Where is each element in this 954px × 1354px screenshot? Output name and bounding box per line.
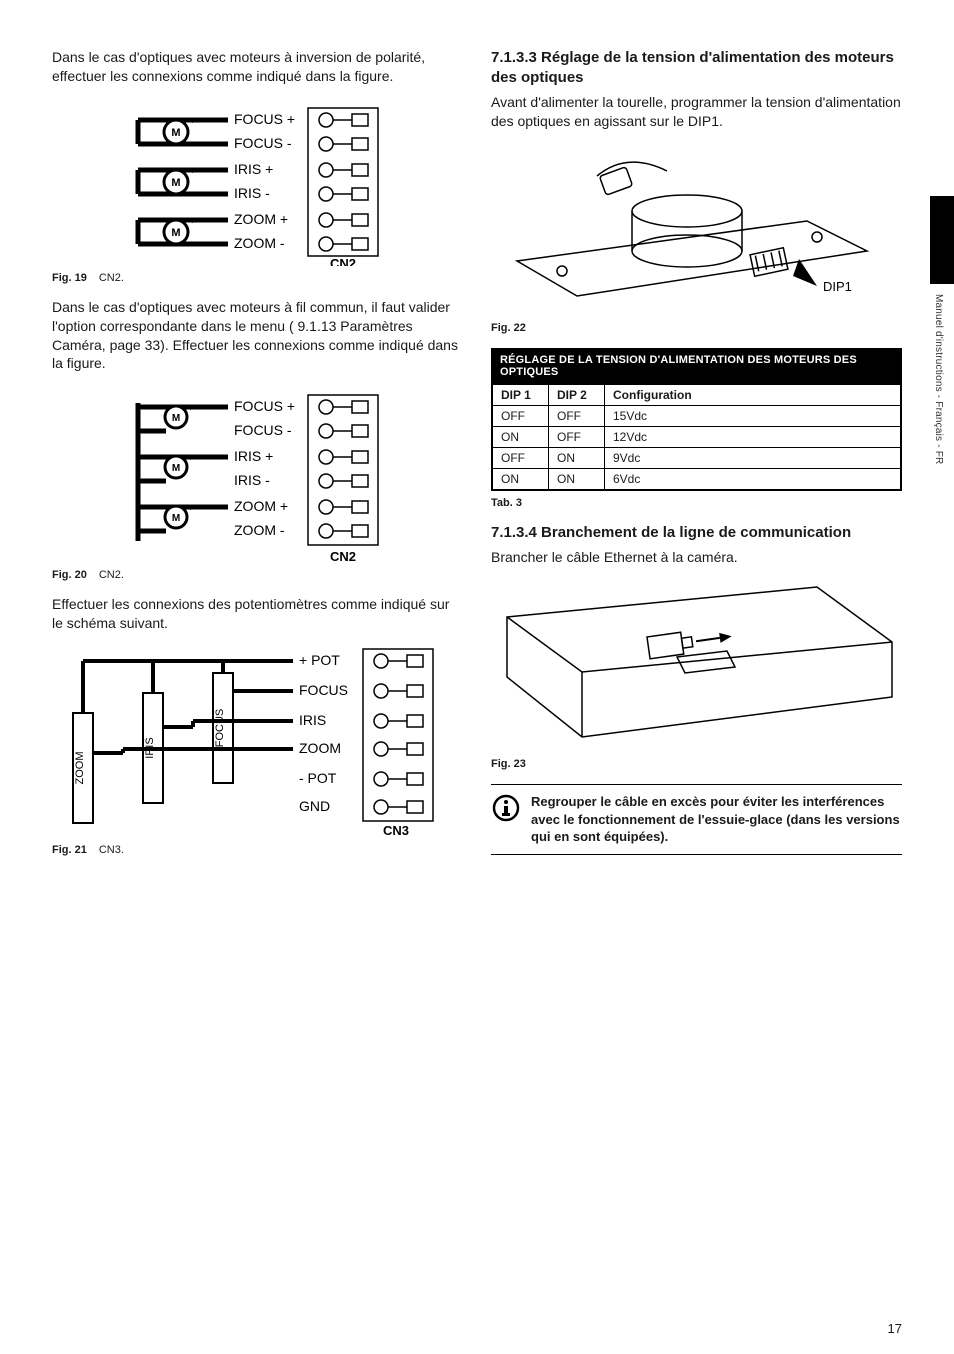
fig20-caption: Fig. 20CN2. [52, 569, 463, 581]
svg-text:DIP1: DIP1 [823, 279, 852, 294]
left-para-3: Effectuer les connexions des potentiomèt… [52, 595, 463, 633]
svg-text:- POT: - POT [299, 770, 337, 786]
fig21-caption: Fig. 21CN3. [52, 844, 463, 856]
svg-text:IRIS +: IRIS + [234, 448, 273, 464]
right-para-2: Brancher le câble Ethernet à la caméra. [491, 548, 902, 567]
svg-text:GND: GND [299, 798, 330, 814]
svg-text:+: + [188, 503, 193, 513]
svg-text:M: M [171, 227, 180, 239]
info-icon [491, 793, 521, 826]
right-column: Manuel d'instructions - Français - FR 7.… [491, 48, 902, 870]
page-number: 17 [888, 1321, 902, 1336]
svg-text:M: M [171, 463, 179, 474]
svg-text:ZOOM: ZOOM [299, 740, 341, 756]
fig19-label: FOCUS + [234, 111, 295, 127]
svg-text:ZOOM -: ZOOM - [234, 522, 285, 538]
svg-text:ZOOM +: ZOOM + [234, 498, 288, 514]
info-note: Regrouper le câble en excès pour éviter … [491, 784, 902, 855]
fig19-diagram: M + M + [52, 96, 463, 266]
side-text: Manuel d'instructions - Français - FR [933, 294, 944, 464]
fig20-diagram: M + M + M + [52, 383, 463, 563]
fig19-label: FOCUS - [234, 135, 292, 151]
left-column: Dans le cas d'optiques avec moteurs à in… [52, 48, 463, 870]
svg-text:+: + [190, 216, 195, 226]
dip-table: RÉGLAGE DE LA TENSION D'ALIMENTATION DES… [491, 348, 902, 491]
svg-text:IRIS -: IRIS - [234, 472, 270, 488]
svg-text:ZOOM: ZOOM [74, 752, 86, 785]
heading-7-1-3-3: 7.1.3.3 Réglage de la tension d'alimenta… [491, 48, 902, 87]
fig23-diagram [491, 577, 902, 752]
table-row: ONOFF12Vdc [493, 426, 901, 447]
table-row: OFFON9Vdc [493, 447, 901, 468]
svg-text:+: + [188, 403, 193, 413]
left-para-2: Dans le cas d'optiques avec moteurs à fi… [52, 298, 463, 374]
fig23-caption: Fig. 23 [491, 758, 902, 770]
fig22-diagram: DIP1 [491, 141, 902, 316]
svg-text:+: + [190, 116, 195, 126]
right-para-1: Avant d'alimenter la tourelle, programme… [491, 93, 902, 131]
fig19-caption: Fig. 19CN2. [52, 272, 463, 284]
table-header-row: DIP 1 DIP 2 Configuration [493, 384, 901, 405]
svg-text:CN3: CN3 [383, 823, 409, 838]
svg-text:M: M [171, 127, 180, 139]
fig22-caption: Fig. 22 [491, 322, 902, 334]
svg-text:M: M [171, 413, 179, 424]
fig19-motors: M + M + [138, 116, 228, 244]
svg-text:M: M [171, 513, 179, 524]
svg-text:+: + [190, 166, 195, 176]
fig21-diagram: ZOOM IRIS FOCUS [52, 643, 463, 838]
side-tab [930, 196, 954, 284]
table-row: ONON6Vdc [493, 468, 901, 489]
fig19-label: IRIS + [234, 161, 273, 177]
tab3-caption: Tab. 3 [491, 497, 902, 509]
svg-text:+ POT: + POT [299, 652, 340, 668]
svg-text:CN2: CN2 [330, 549, 356, 563]
svg-text:FOCUS -: FOCUS - [234, 422, 292, 438]
fig19-label: IRIS - [234, 185, 270, 201]
fig19-connector: CN2 [330, 256, 356, 266]
svg-text:FOCUS: FOCUS [214, 709, 226, 748]
fig19-label: ZOOM + [234, 211, 288, 227]
table-row: OFFOFF15Vdc [493, 405, 901, 426]
left-para-1: Dans le cas d'optiques avec moteurs à in… [52, 48, 463, 86]
dip-table-header: RÉGLAGE DE LA TENSION D'ALIMENTATION DES… [492, 349, 901, 384]
svg-text:IRIS: IRIS [299, 712, 326, 728]
fig19-label: ZOOM - [234, 235, 285, 251]
heading-7-1-3-4: 7.1.3.4 Branchement de la ligne de commu… [491, 523, 902, 543]
svg-text:M: M [171, 177, 180, 189]
svg-text:FOCUS: FOCUS [299, 682, 348, 698]
info-note-text: Regrouper le câble en excès pour éviter … [531, 793, 902, 846]
svg-text:FOCUS +: FOCUS + [234, 398, 295, 414]
svg-text:+: + [188, 453, 193, 463]
